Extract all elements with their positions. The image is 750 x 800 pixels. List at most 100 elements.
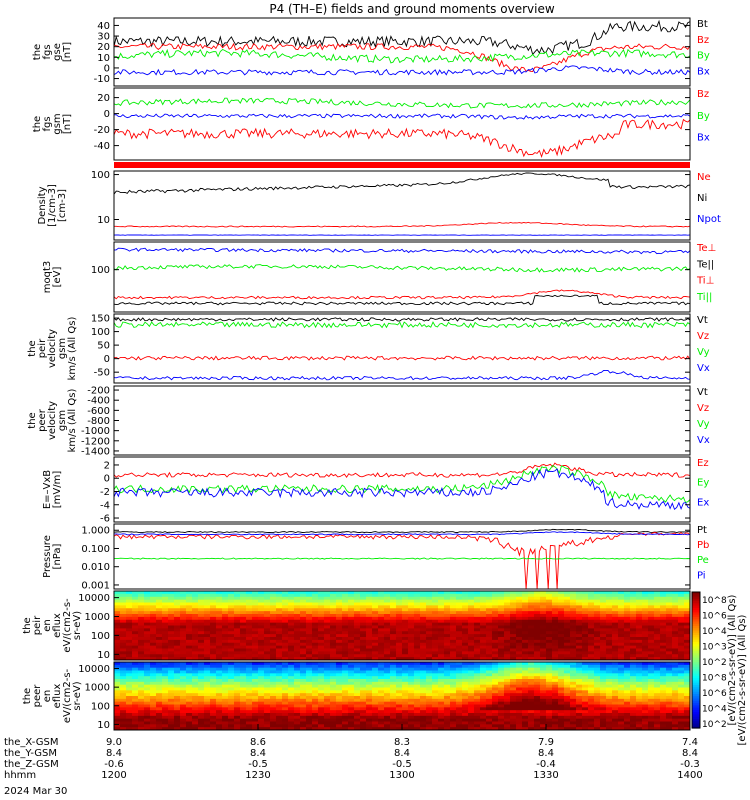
heatmap-cell xyxy=(600,619,607,624)
heatmap-cell xyxy=(492,704,499,708)
heatmap-cell xyxy=(318,710,325,714)
heatmap-cell xyxy=(636,628,643,632)
heatmap-cell xyxy=(156,599,163,604)
heatmap-cell xyxy=(234,690,241,694)
heatmap-cell xyxy=(654,718,661,722)
heatmap-cell xyxy=(642,637,649,641)
heatmap-cell xyxy=(204,721,211,725)
heatmap-cell xyxy=(144,628,151,632)
heatmap-cell xyxy=(420,657,427,661)
heatmap-cell xyxy=(384,634,391,638)
heatmap-cell xyxy=(624,724,631,728)
heatmap-cell xyxy=(492,696,499,700)
heatmap-cell xyxy=(300,608,307,612)
heatmap-cell xyxy=(138,651,145,655)
heatmap-cell xyxy=(588,681,595,686)
heatmap-cell xyxy=(516,696,523,700)
heatmap-cell xyxy=(402,642,409,647)
heatmap-cell xyxy=(222,645,229,650)
heatmap-cell xyxy=(342,679,349,683)
heatmap-cell xyxy=(300,631,307,635)
heatmap-cell xyxy=(144,715,151,720)
heatmap-cell xyxy=(552,696,559,700)
heatmap-cell xyxy=(666,642,673,647)
heatmap-cell xyxy=(546,670,553,674)
heatmap-cell xyxy=(306,690,313,694)
heatmap-cell xyxy=(138,707,145,711)
heatmap-cell xyxy=(246,667,253,671)
heatmap-cell xyxy=(402,591,409,595)
heatmap-cell xyxy=(276,684,283,688)
y-axis-label: the peir velocity gsm km/s (All Qs) xyxy=(27,317,78,381)
heatmap-cell xyxy=(522,628,529,632)
heatmap-cell xyxy=(414,637,421,641)
heatmap-cell xyxy=(504,701,511,705)
heatmap-cell xyxy=(666,628,673,632)
heatmap-cell xyxy=(126,645,133,650)
heatmap-cell xyxy=(354,701,361,705)
heatmap-cell xyxy=(324,701,331,705)
heatmap-cell xyxy=(486,704,493,708)
heatmap-cell xyxy=(144,696,151,700)
heatmap-cell xyxy=(156,707,163,711)
heatmap-cell xyxy=(336,625,343,629)
heatmap-cell xyxy=(264,639,271,644)
heatmap-cell xyxy=(126,670,133,674)
heatmap-cell xyxy=(396,662,403,666)
heatmap-cell xyxy=(570,724,577,728)
heatmap-cell xyxy=(654,616,661,621)
heatmap-cell xyxy=(516,707,523,711)
heatmap-cell xyxy=(576,654,583,658)
heatmap-cell xyxy=(336,724,343,728)
heatmap-cell xyxy=(618,670,625,674)
heatmap-cell xyxy=(162,602,169,606)
heatmap-cell xyxy=(678,608,685,612)
heatmap-cell xyxy=(294,698,301,703)
heatmap-cell xyxy=(312,602,319,606)
heatmap-cell xyxy=(150,664,157,669)
heatmap-cell xyxy=(606,642,613,647)
heatmap-cell xyxy=(318,602,325,606)
heatmap-cell xyxy=(534,693,541,697)
heatmap-cell xyxy=(396,642,403,647)
colorbar-cell xyxy=(692,705,700,709)
heatmap-cell xyxy=(642,642,649,647)
heatmap-cell xyxy=(552,614,559,618)
heatmap-cell xyxy=(144,676,151,680)
heatmap-cell xyxy=(288,690,295,694)
heatmap-cell xyxy=(606,651,613,655)
heatmap-cell xyxy=(264,704,271,708)
heatmap-cell xyxy=(156,724,163,728)
heatmap-cell xyxy=(594,673,601,677)
heatmap-cell xyxy=(468,727,475,731)
y-axis-label-line: fgs xyxy=(42,44,53,59)
heatmap-cell xyxy=(372,631,379,635)
heatmap-cell xyxy=(204,704,211,708)
heatmap-cell xyxy=(198,593,205,598)
heatmap-cell xyxy=(660,713,667,717)
heatmap-cell xyxy=(654,701,661,705)
heatmap-cell xyxy=(240,628,247,632)
heatmap-cell xyxy=(168,670,175,674)
heatmap-cell xyxy=(498,637,505,641)
heatmap-cell xyxy=(282,704,289,708)
heatmap-cell xyxy=(228,599,235,604)
heatmap-cell xyxy=(228,634,235,638)
heatmap-cell xyxy=(234,642,241,647)
heatmap-cell xyxy=(132,696,139,700)
heatmap-cell xyxy=(228,727,235,731)
heatmap-cell xyxy=(246,654,253,658)
heatmap-cell xyxy=(126,611,133,615)
heatmap-cell xyxy=(330,631,337,635)
y-tick-label: 0 xyxy=(104,474,110,485)
heatmap-cell xyxy=(300,611,307,615)
heatmap-cell xyxy=(420,639,427,644)
heatmap-cell xyxy=(444,637,451,641)
heatmap-cell xyxy=(216,637,223,641)
heatmap-cell xyxy=(294,715,301,720)
heatmap-cell xyxy=(684,593,691,598)
heatmap-cell xyxy=(252,664,259,669)
heatmap-cell xyxy=(324,639,331,644)
heatmap-cell xyxy=(534,654,541,658)
heatmap-cell xyxy=(636,670,643,674)
